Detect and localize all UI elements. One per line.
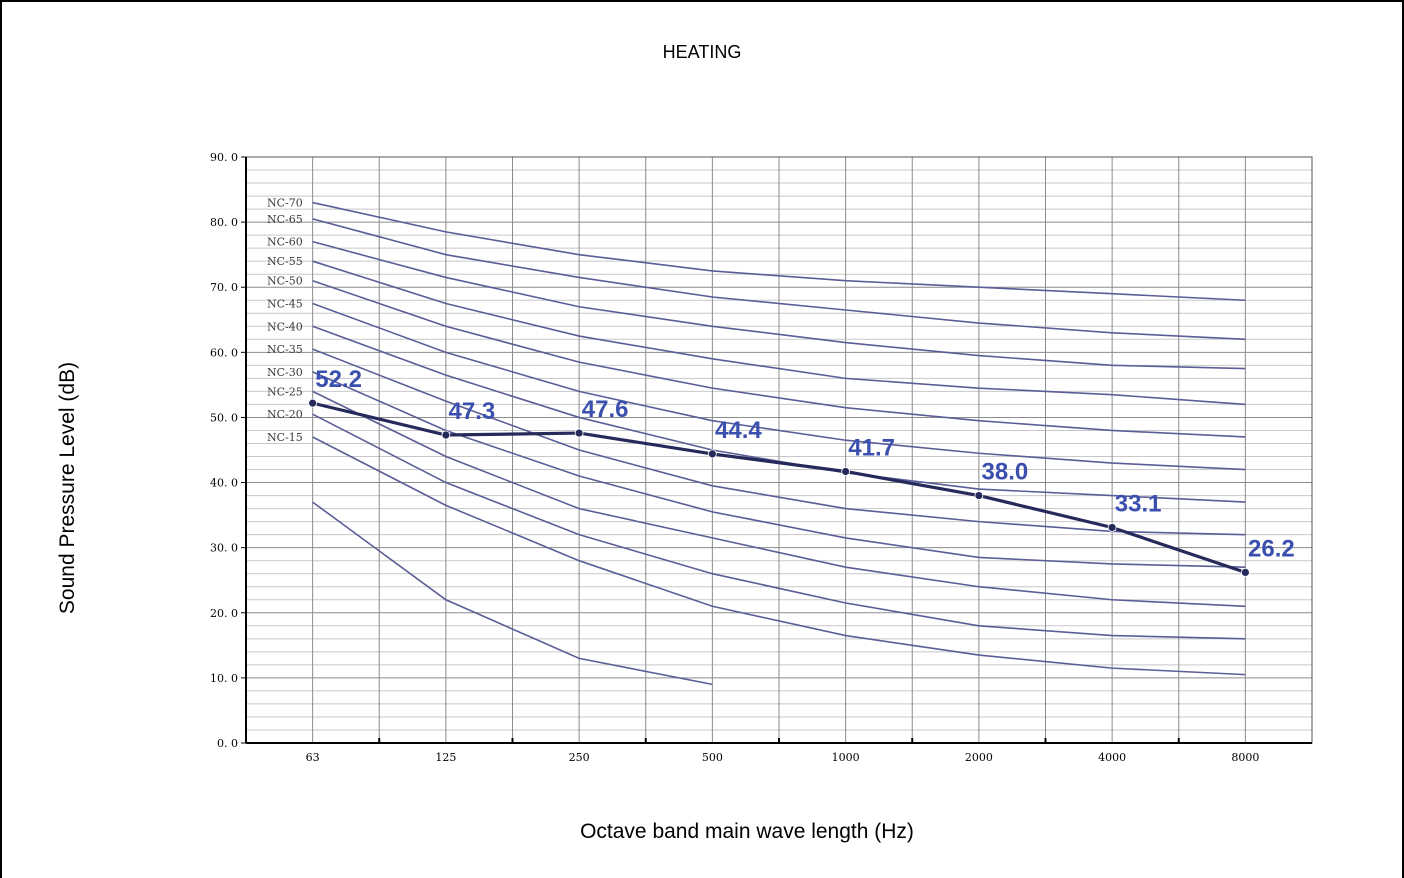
nc-curve-label: NC-35	[267, 343, 303, 356]
x-tick-label: 250	[569, 751, 590, 764]
series-point	[1107, 523, 1117, 532]
nc-curve-label: NC-55	[267, 255, 303, 268]
axes: 0. 0 10. 0 20. 0 30. 0 40. 0 50. 0 60. 0 70. 0 8…	[210, 151, 1313, 764]
x-tick-label: 1000	[832, 751, 860, 764]
nc-curve-line	[312, 413, 1246, 640]
y-tick-label: 90. 0	[210, 151, 238, 164]
grid	[246, 156, 1312, 743]
x-axis-title: Octave band main wave length (Hz)	[580, 820, 914, 843]
nc-curve-label: NC-70	[267, 197, 303, 210]
x-tick-label: 2000	[965, 751, 993, 764]
nc-curve-label: NC-25	[267, 385, 303, 398]
y-tick-label: 20. 0	[210, 607, 238, 620]
nc-curve-label: NC-20	[267, 408, 303, 421]
nc-curve-label: NC-15	[267, 431, 303, 444]
data-value-label: 47.3	[449, 398, 496, 425]
series-point	[974, 491, 984, 500]
x-tick-label: 8000	[1231, 751, 1259, 764]
series-point	[574, 428, 584, 438]
y-tick-label: 80. 0	[210, 216, 238, 229]
nc-curve-line	[312, 260, 1246, 406]
nc-curve-line	[312, 240, 1246, 370]
y-tick-label: 70. 0	[210, 281, 238, 294]
nc-curve-label: NC-50	[267, 275, 303, 288]
data-value-label: 44.4	[715, 417, 762, 444]
series-point	[841, 467, 851, 476]
series-point	[308, 398, 318, 408]
data-value-label: 38.0	[982, 459, 1029, 486]
series-line	[312, 401, 1246, 574]
data-value-label: 47.6	[582, 396, 629, 423]
nc-curve-line	[312, 348, 1246, 536]
nc-curve-label: NC-65	[267, 213, 303, 226]
nc-curve-line	[312, 436, 1246, 676]
x-tick-label: 4000	[1098, 751, 1126, 764]
series-point	[1240, 568, 1250, 577]
nc-curve-line	[312, 279, 1246, 438]
series-point	[707, 449, 717, 459]
x-tick-label: 63	[306, 751, 320, 764]
data-value-label: 33.1	[1115, 490, 1162, 517]
nc-curve-label: NC-40	[267, 320, 303, 333]
y-tick-label: 40. 0	[210, 477, 238, 490]
data-value-label: 26.2	[1248, 535, 1295, 562]
chart-title: HEATING	[662, 42, 742, 62]
nc-curve-label: NC-30	[267, 366, 303, 379]
y-tick-label: 0. 0	[217, 737, 238, 750]
nc-curve-line	[312, 218, 1246, 341]
nc-curve-label: NC-60	[267, 236, 303, 249]
y-tick-label: 10. 0	[210, 672, 238, 685]
y-tick-label: 60. 0	[210, 346, 238, 359]
x-tick-label: 125	[435, 751, 456, 764]
series: 52.2 47.3 47.6 44.4 41.7 38.0 33.1 26.2	[308, 366, 1295, 577]
series-point	[441, 430, 451, 440]
data-value-label: 52.2	[315, 366, 362, 393]
data-value-label: 41.7	[848, 434, 895, 461]
nc-curve-line	[312, 371, 1246, 568]
x-tick-label: 500	[702, 751, 723, 764]
y-tick-label: 30. 0	[210, 542, 238, 555]
nc-curves: NC-70 NC-65 NC-60 NC-55 NC-50 NC-45 NC-40 NC-35…	[267, 197, 1246, 686]
nc-curve-line	[312, 201, 1246, 302]
nc-curve-line	[312, 302, 1246, 471]
nc-curve-line	[312, 390, 1246, 608]
y-tick-label: 50. 0	[210, 411, 238, 424]
nc-curve-label: NC-45	[267, 298, 303, 311]
nc-curve-line	[312, 501, 713, 686]
